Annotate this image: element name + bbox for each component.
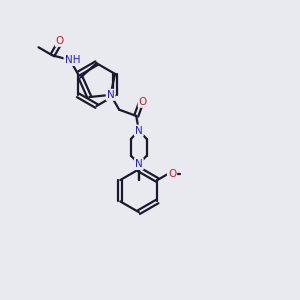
Text: N: N [135,159,143,169]
Text: O: O [56,36,64,46]
Text: NH: NH [64,55,80,65]
Text: N: N [107,90,115,100]
Text: N: N [135,126,143,136]
Text: O: O [168,169,176,178]
Text: O: O [139,97,147,107]
